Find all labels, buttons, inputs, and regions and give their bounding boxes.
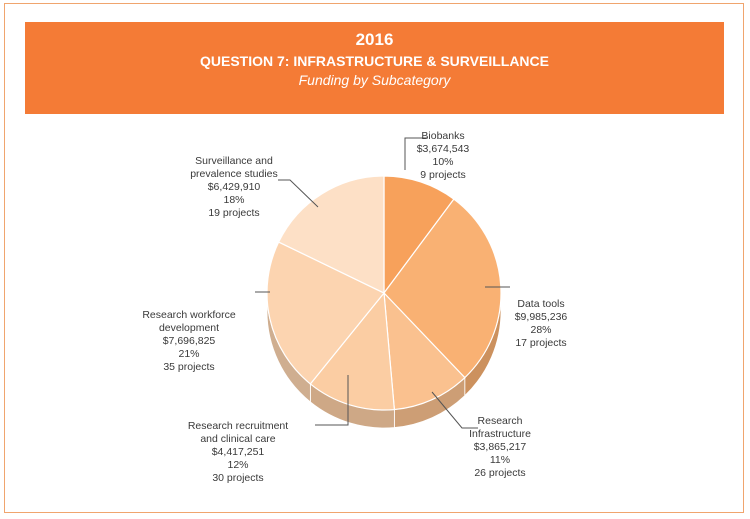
slice-label-projects: 19 projects [208,207,259,219]
pie-slice-1 [383,198,502,379]
slice-label-name: development [159,322,219,334]
slice-label-amount: $6,429,910 [208,181,261,193]
slice-label-name: Research workforce [142,309,236,321]
leader-line-3 [315,375,349,426]
slice-label-amount: $3,674,543 [417,143,470,155]
slice-label-4: Research workforcedevelopment$7,696,8252… [142,309,236,373]
leader-line-5 [278,179,319,208]
leader-line-0 [404,137,428,170]
slice-label-amount: $4,417,251 [212,446,265,458]
slice-label-name: Surveillance and [195,155,273,167]
slice-label-projects: 26 projects [474,467,525,479]
slice-label-name: Biobanks [421,130,464,142]
pie-slices [266,175,502,411]
pie-slice-5 [277,175,385,294]
slice-label-name: Research [478,415,523,427]
slice-label-percent: 11% [490,454,510,466]
chart-frame [4,3,744,513]
slice-label-amount: $7,696,825 [163,335,216,347]
pie-slice-3 [309,291,396,411]
slice-label-amount: $3,865,217 [474,441,527,453]
pie-slice-2 [383,291,466,411]
leader-lines [255,137,510,429]
slice-label-projects: 35 projects [163,361,214,373]
slice-label-projects: 9 projects [420,169,466,181]
title-banner: 2016 QUESTION 7: INFRASTRUCTURE & SURVEI… [25,22,724,114]
slice-label-projects: 30 projects [212,472,263,484]
pie-slice-4 [266,241,385,385]
slice-label-percent: 28% [530,324,551,336]
leader-line-2 [431,391,478,429]
slice-label-name: Data tools [517,298,564,310]
slice-label-percent: 12% [227,459,248,471]
slice-label-amount: $9,985,236 [515,311,568,323]
slice-label-name: Infrastructure [469,428,531,440]
slice-label-name: prevalence studies [190,168,278,180]
slice-label-projects: 17 projects [515,337,566,349]
slice-label-name: and clinical care [200,433,275,445]
chart-subtitle: Funding by Subcategory [298,72,451,88]
chart-title: QUESTION 7: INFRASTRUCTURE & SURVEILLANC… [200,53,549,69]
chart-year: 2016 [355,30,394,49]
slice-label-percent: 10% [432,156,453,168]
slice-label-percent: 21% [178,348,199,360]
slice-label-name: Research recruitment [188,420,288,432]
pie-slice-0 [383,175,455,295]
slice-label-percent: 18% [223,194,244,206]
